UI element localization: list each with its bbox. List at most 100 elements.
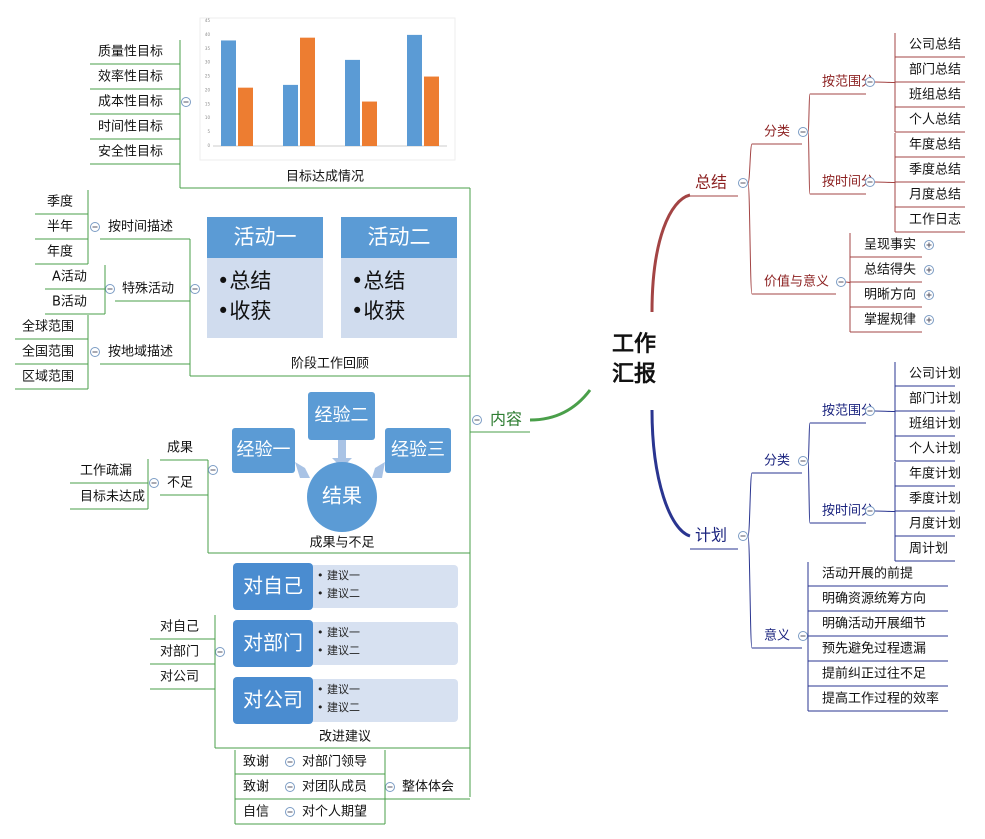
node-label: 全国范围 [22, 344, 74, 360]
node-label: 经验一 [237, 440, 291, 461]
node-label: 经验三 [391, 440, 445, 461]
node-label: 公司总结 [909, 38, 961, 53]
activity-title: 活动一 [234, 225, 297, 249]
connector [747, 535, 753, 649]
node-label: 目标未达成 [80, 490, 145, 505]
node-label: 部门计划 [909, 392, 961, 407]
node-label: 活动开展的前提 [822, 566, 913, 582]
node-label: 掌握规律 [864, 313, 916, 328]
node-label: • 建议一 [317, 568, 360, 582]
connector [845, 281, 851, 283]
experience-node [232, 428, 295, 473]
node-label: 改进建议 [319, 730, 371, 745]
node-label: 公司计划 [909, 367, 961, 382]
node-label: 提前纠正过往不足 [822, 666, 926, 682]
node-label: • 建议二 [317, 586, 360, 600]
node-label: 部门总结 [909, 63, 961, 78]
node-label: 工作疏漏 [80, 463, 132, 479]
node-label: 对公司 [160, 670, 199, 685]
node-label: • 建议一 [317, 625, 360, 639]
node-label: 整体体会 [402, 780, 454, 795]
bar [221, 40, 236, 146]
node-label: • 建议二 [317, 643, 360, 657]
node-label: 对部门 [160, 645, 199, 660]
bar [407, 34, 422, 147]
node-label: 结果 [322, 484, 362, 508]
node-label: 按地域描述 [108, 345, 173, 360]
node-label: 成果与不足 [309, 536, 374, 551]
node-label: 明确资源统筹方向 [822, 591, 926, 607]
node-label: 对个人期望 [302, 804, 367, 820]
node-label: 质量性目标 [98, 45, 163, 60]
y-tick-label: 0 [207, 143, 210, 148]
node-label: 预先避免过程遗漏 [822, 641, 926, 657]
node-label: 周计划 [909, 542, 948, 557]
connector [650, 193, 691, 313]
node-label: 内容 [490, 410, 522, 429]
suggestion-panel [310, 679, 458, 722]
bar [300, 37, 315, 146]
bar [283, 84, 298, 146]
node-label: 分类 [764, 454, 790, 469]
node-label: 区域范围 [22, 370, 74, 385]
y-tick-label: 30 [205, 60, 211, 65]
node-label: 成果 [167, 441, 193, 456]
node-label: 对团队成员 [302, 780, 367, 795]
activity-point: •总结 [217, 269, 271, 293]
activity-body [341, 258, 457, 338]
connector [807, 460, 811, 524]
connector [650, 409, 691, 538]
result-node [307, 462, 377, 532]
node-label: 月度计划 [909, 516, 961, 532]
node-label: A活动 [52, 270, 87, 285]
bar [345, 59, 360, 147]
node-label: 对自己 [243, 574, 303, 598]
node-label: 工作日志 [909, 213, 961, 228]
node-label: 年度总结 [909, 137, 961, 153]
connector [874, 510, 896, 512]
experience-node [385, 428, 451, 473]
node-label: • 建议二 [317, 700, 360, 714]
connector [529, 389, 592, 422]
node-label: 按范围分 [822, 75, 874, 90]
node-label: 提高工作过程的效率 [822, 691, 939, 707]
connector [874, 81, 896, 83]
node-label: 对自己 [160, 620, 199, 635]
suggestion-title-box [233, 620, 313, 667]
node-label: 按时间描述 [108, 220, 173, 235]
node-label: 不足 [167, 476, 193, 491]
node-label: 总结 [695, 173, 727, 192]
y-tick-label: 10 [205, 115, 211, 120]
node-label: B活动 [52, 295, 87, 310]
node-label: 经验二 [315, 405, 369, 426]
suggestion-panel [310, 622, 458, 665]
node-label: 总结得失 [864, 262, 916, 278]
connector [747, 472, 753, 537]
node-label: 对公司 [243, 688, 303, 712]
arrow [332, 440, 352, 468]
node-label: 安全性目标 [98, 144, 163, 160]
connector [807, 422, 811, 462]
connector [874, 410, 896, 412]
node-label: 阶段工作回顾 [291, 357, 369, 372]
connector [747, 143, 753, 184]
node-label: 对部门领导 [302, 755, 367, 770]
suggestion-title-box [233, 677, 313, 724]
connector [807, 131, 811, 195]
node-label: 年度计划 [909, 466, 961, 482]
node-label: 时间性目标 [98, 120, 163, 135]
node-label: 季度 [47, 194, 73, 210]
central-topic: 工作汇报 [612, 332, 657, 387]
activity-point: •收获 [351, 299, 405, 323]
activity-point: •收获 [217, 299, 271, 323]
activity-body [207, 258, 323, 338]
bar [424, 76, 439, 146]
experience-node [308, 392, 375, 440]
node-label: 目标达成情况 [286, 170, 364, 185]
suggestion-title-box [233, 563, 313, 610]
node-label: 按范围分 [822, 404, 874, 419]
bar [362, 101, 377, 146]
node-label: 成本性目标 [98, 95, 163, 110]
